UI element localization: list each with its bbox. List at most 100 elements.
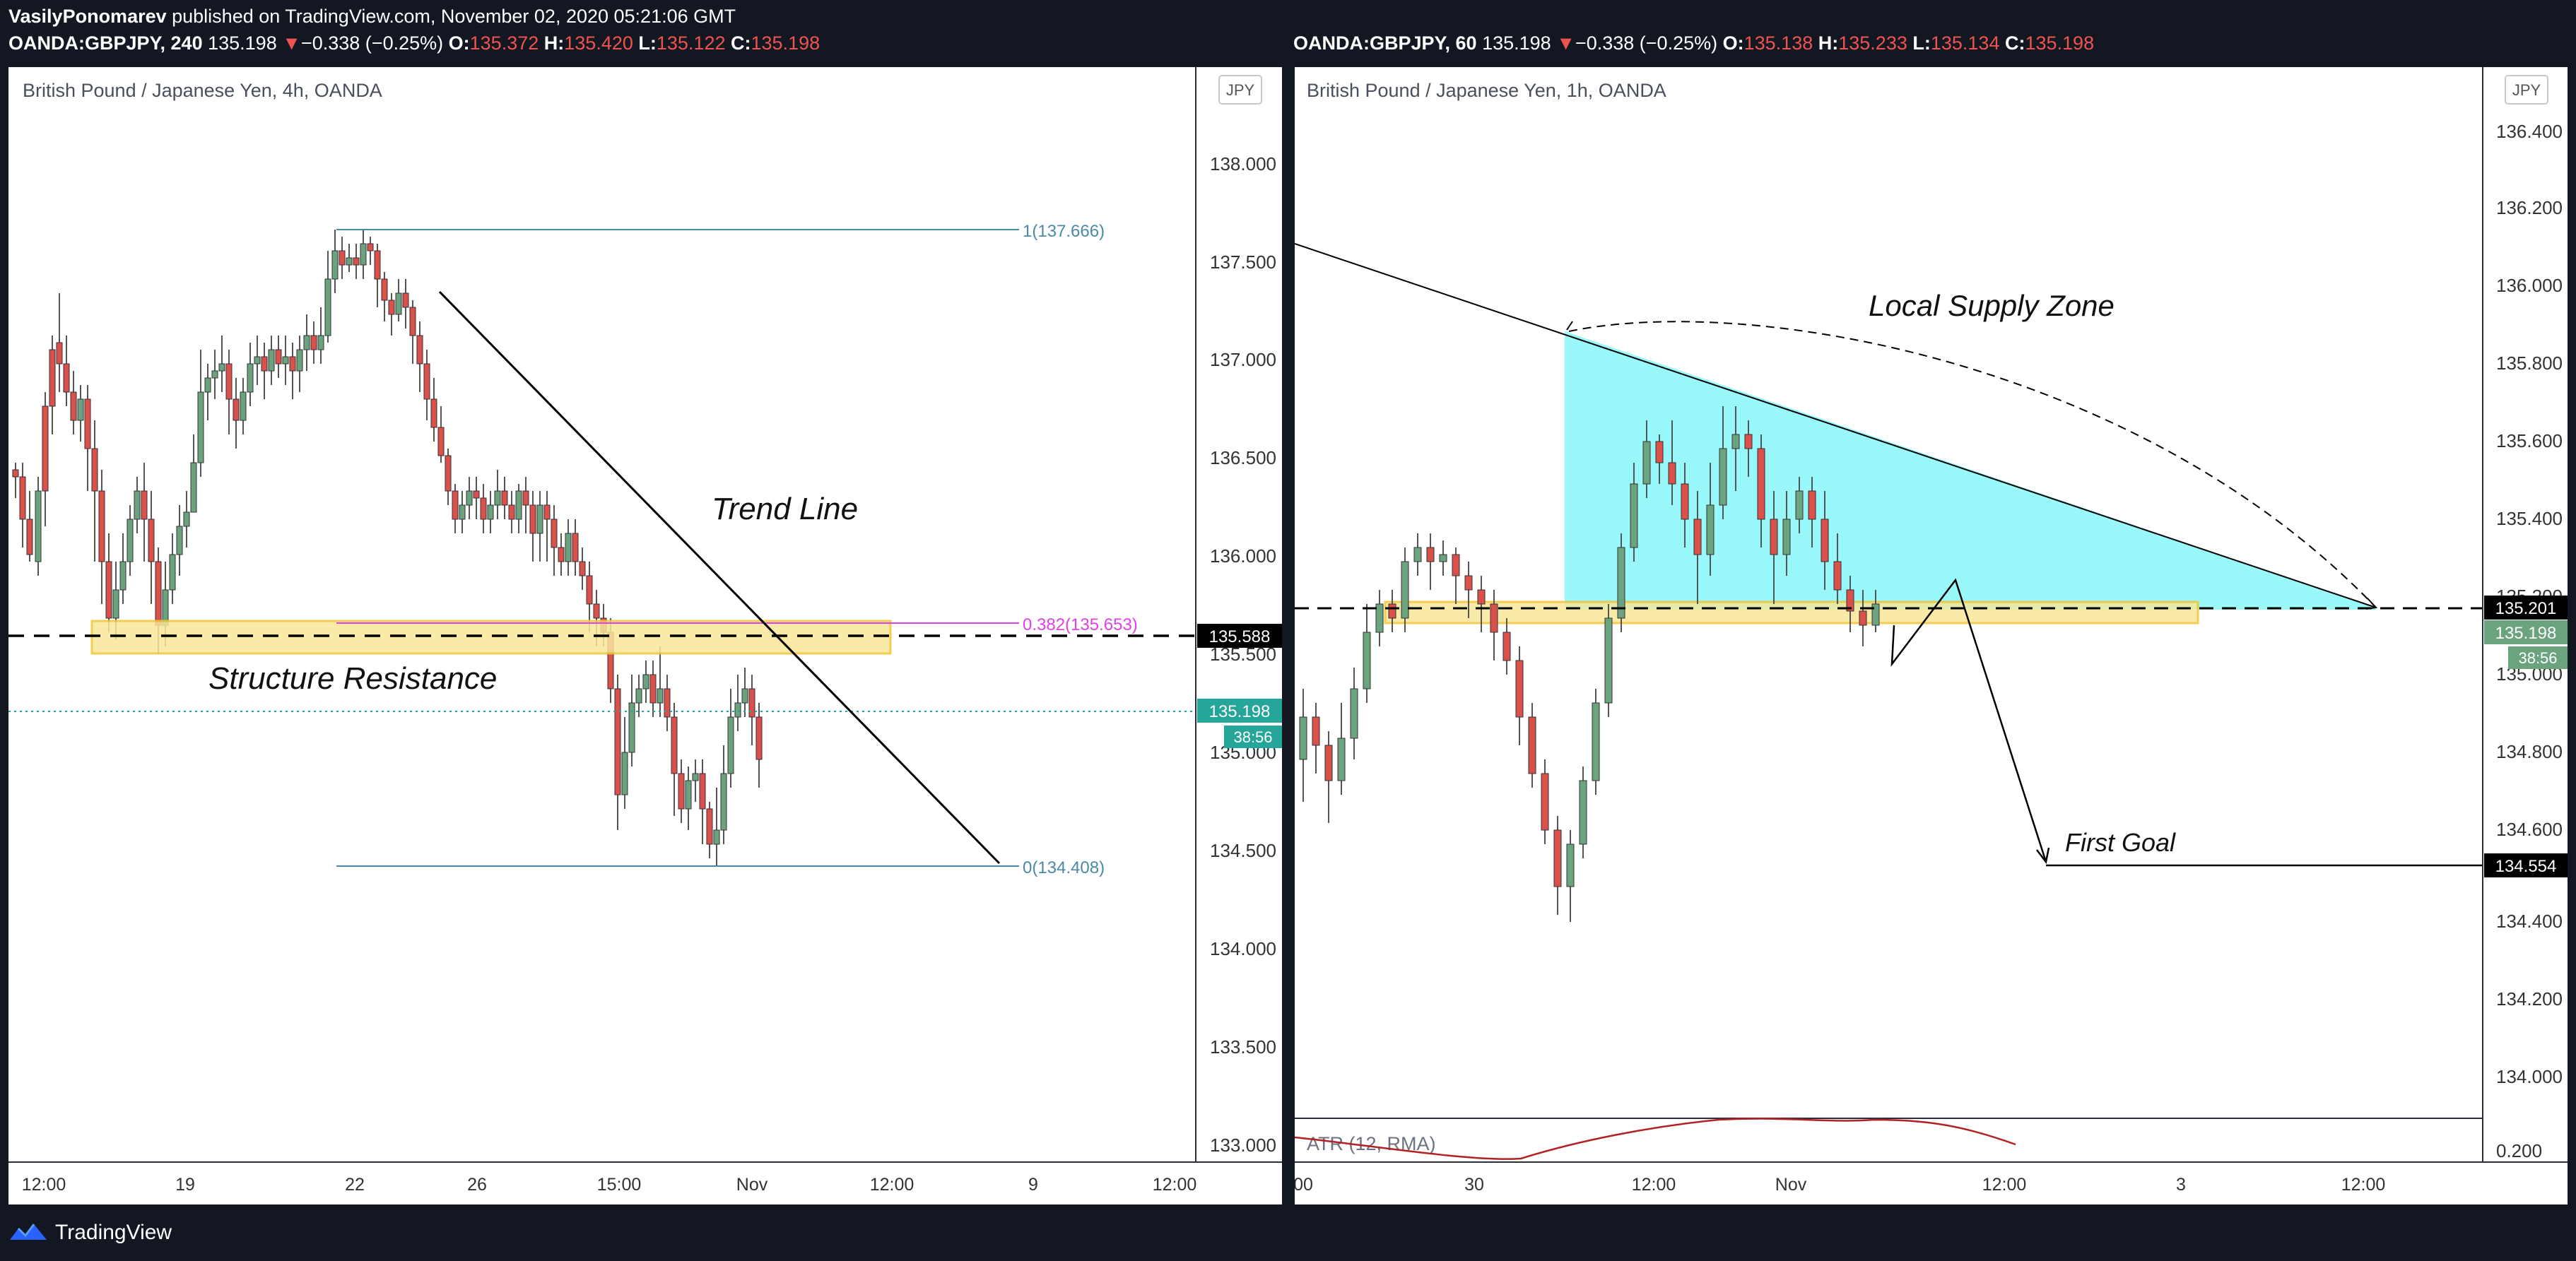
candle-body <box>1871 603 1880 626</box>
candle-body <box>1795 490 1804 520</box>
svg-text:135.201: 135.201 <box>2495 599 2557 618</box>
candle-body <box>197 391 204 463</box>
right-change: −0.338 (−0.25%) <box>1575 32 1718 54</box>
left-y-axis[interactable]: 138.000 137.500 137.000 136.500 136.000 … <box>1210 153 1276 1156</box>
chart-title: British Pound / Japanese Yen, 4h, OANDA <box>23 80 382 101</box>
candle-body <box>1706 504 1715 555</box>
candle-body <box>543 504 551 520</box>
left-symbol[interactable]: OANDA:GBPJPY, 240 <box>8 32 203 54</box>
right-open: 135.138 <box>1743 32 1813 54</box>
x-tick: 15:00 <box>597 1175 642 1195</box>
candle-body <box>218 363 225 372</box>
svg-text:JPY: JPY <box>2512 81 2541 99</box>
y-tick: 137.000 <box>1210 349 1276 370</box>
right-price: 135.198 <box>1482 32 1551 54</box>
candle-body <box>268 349 275 372</box>
svg-text:38:56: 38:56 <box>2518 649 2557 667</box>
right-close: 135.198 <box>2025 32 2095 54</box>
right-high: 135.233 <box>1838 32 1907 54</box>
candle-body <box>473 490 480 499</box>
x-tick: Nov <box>736 1175 768 1195</box>
left-ohlc-legend: OANDA:GBPJPY, 240 135.198 ▼−0.338 (−0.25… <box>8 32 821 54</box>
fib-label-bottom: 0(134.408) <box>1023 858 1105 877</box>
right-x-axis[interactable]: 00 30 12:00 Nov 12:00 3 12:00 <box>1295 1175 2385 1195</box>
candle-body <box>388 300 395 315</box>
candle-body <box>649 674 657 704</box>
candle-body <box>1337 738 1346 781</box>
candle-body <box>430 398 437 428</box>
candle-body <box>247 363 254 393</box>
left-chart-panel[interactable]: 1(137.666) 0.382(135.653) 0(134.408) Tre… <box>8 67 1282 1204</box>
candle-body <box>501 490 508 506</box>
right-ohlc-legend: OANDA:GBPJPY, 60 135.198 ▼−0.338 (−0.25%… <box>1293 32 2095 54</box>
candle-body <box>1617 547 1625 619</box>
candle-body <box>494 490 501 506</box>
candle-body <box>1426 547 1435 562</box>
projection-path[interactable] <box>1890 578 2047 863</box>
svg-text:135.588: 135.588 <box>1209 627 1271 646</box>
tradingview-branding[interactable]: TradingView <box>8 1215 172 1250</box>
y-tick: 136.000 <box>1210 545 1276 567</box>
support-zone[interactable] <box>1384 600 2199 624</box>
last-price-tag <box>1197 699 1282 723</box>
trend-line[interactable] <box>438 290 1001 865</box>
y-tick: 134.500 <box>1210 840 1276 861</box>
candle-body <box>1553 829 1562 887</box>
candle-body <box>1642 441 1651 485</box>
candle-body <box>678 773 685 810</box>
currency-button[interactable] <box>2505 75 2548 105</box>
candle-body <box>374 250 381 280</box>
candle-body <box>1681 483 1689 520</box>
svg-text:134.554: 134.554 <box>2495 857 2557 876</box>
svg-text:135.198: 135.198 <box>1209 702 1271 721</box>
candle-body <box>282 356 289 365</box>
candle-body <box>1757 448 1765 520</box>
level-price-tag <box>1197 624 1282 648</box>
candle-body <box>303 335 310 350</box>
currency-button[interactable] <box>1218 75 1262 105</box>
x-tick: 26 <box>467 1175 487 1195</box>
candle-body <box>755 716 763 760</box>
left-high: 135.420 <box>564 32 633 54</box>
candle-body <box>1350 688 1358 739</box>
left-chart-svg[interactable]: 1(137.666) 0.382(135.653) 0(134.408) Tre… <box>8 67 1282 1204</box>
descending-trend-line[interactable] <box>1295 243 2377 608</box>
candle-body <box>685 780 692 810</box>
x-tick: 12:00 <box>2341 1175 2386 1195</box>
candle-body <box>487 504 494 520</box>
right-chart-panel[interactable]: Local Supply Zone First Goal British Pou… <box>1295 67 2568 1204</box>
candle-body <box>614 688 621 795</box>
candle-body <box>1299 716 1307 760</box>
y-tick: 136.500 <box>1210 447 1276 468</box>
candle-body <box>536 504 543 534</box>
candle-body <box>12 469 19 478</box>
candle-body <box>367 243 374 251</box>
candle-body <box>77 398 84 421</box>
right-chart-svg[interactable]: Local Supply Zone First Goal British Pou… <box>1295 67 2568 1204</box>
left-x-axis[interactable]: 12:00 19 22 26 15:00 Nov 12:00 9 12:00 <box>22 1175 1197 1195</box>
candle-body <box>84 398 91 449</box>
structure-resistance-zone[interactable] <box>90 620 892 655</box>
candle-body <box>19 476 26 520</box>
candle-body <box>565 533 572 562</box>
y-tick: 134.000 <box>1210 938 1276 959</box>
candle-body <box>1464 575 1473 591</box>
y-tick: 133.000 <box>1210 1135 1276 1156</box>
y-tick: 135.600 <box>2496 430 2563 451</box>
candle-body <box>1846 589 1854 612</box>
candle-body <box>1770 519 1778 555</box>
candle-body <box>1528 716 1536 774</box>
candle-body <box>621 752 628 795</box>
down-arrow-icon: ▼ <box>1556 32 1575 54</box>
candle-body <box>628 702 635 753</box>
candle-body <box>515 490 522 520</box>
candle-body <box>395 292 402 315</box>
candle-body <box>409 307 416 336</box>
trend-line-label: Trend Line <box>712 492 858 526</box>
bar-timer-tag <box>2508 646 2568 669</box>
candle-body <box>586 575 593 605</box>
author-name[interactable]: VasilyPonomarev <box>8 6 167 27</box>
candle-body <box>727 716 734 774</box>
candle-body <box>635 688 642 704</box>
right-symbol[interactable]: OANDA:GBPJPY, 60 <box>1293 32 1477 54</box>
